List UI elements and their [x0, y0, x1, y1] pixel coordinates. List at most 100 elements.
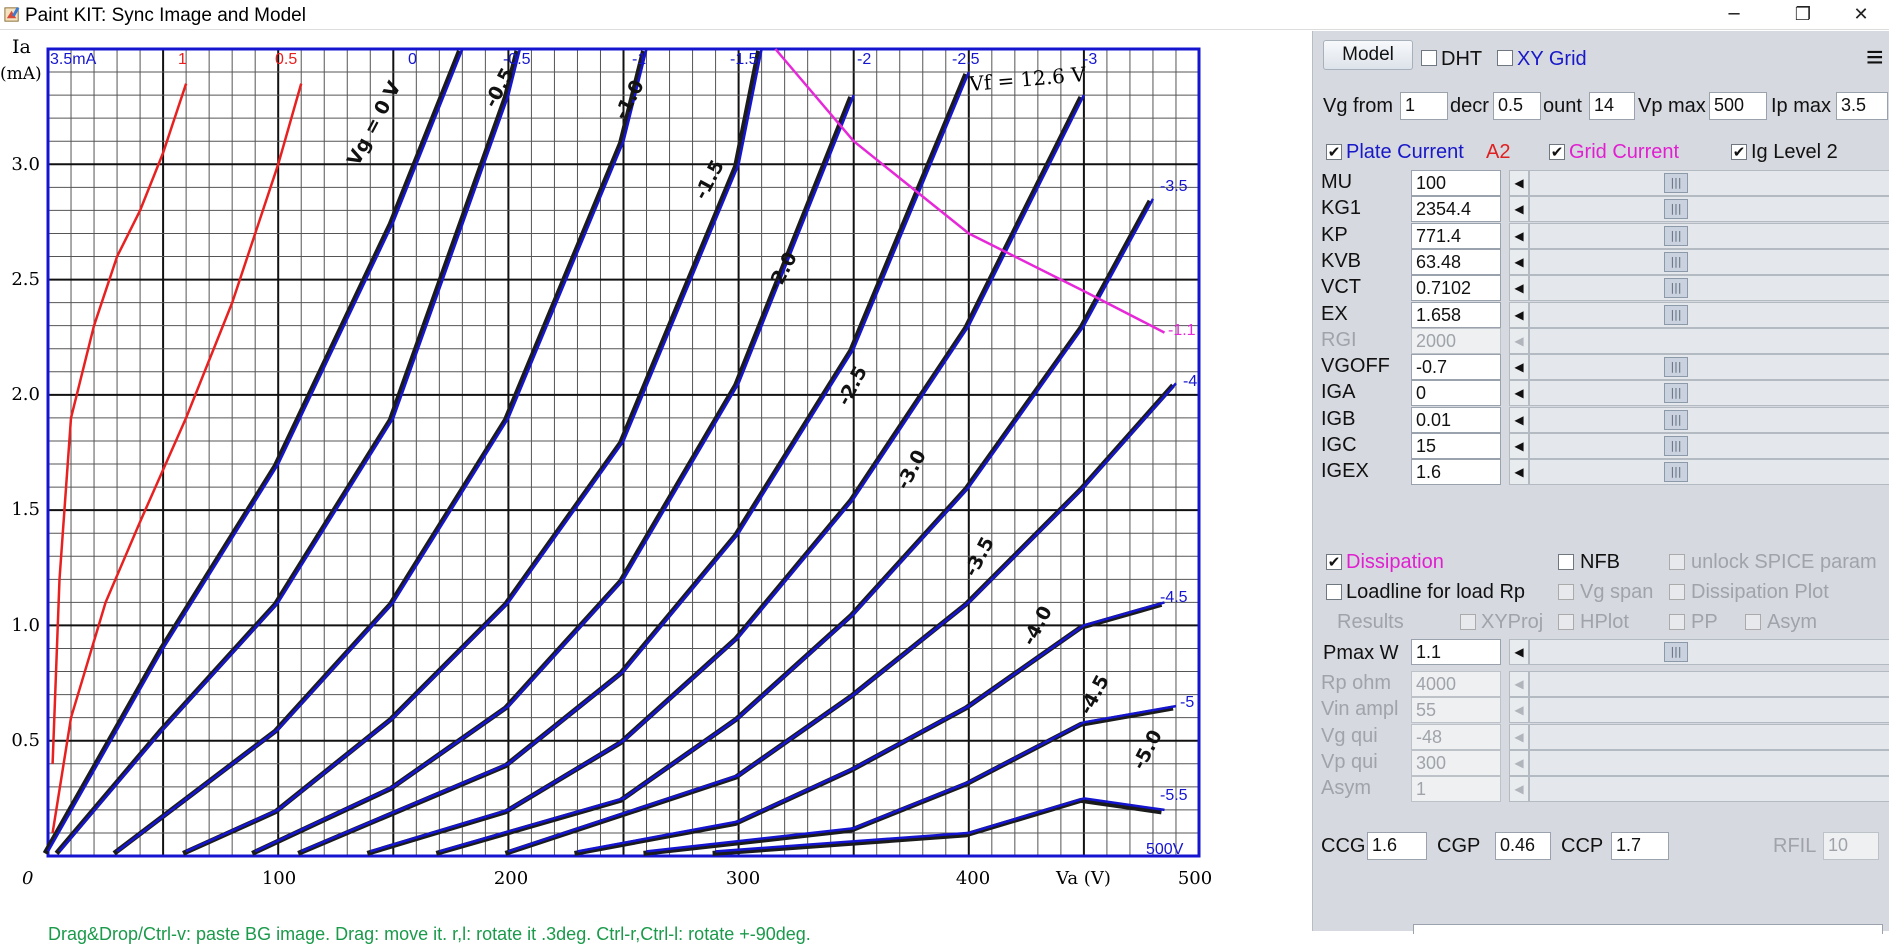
bottom-text-field[interactable] — [1413, 924, 1883, 934]
loadline-param-decrement-arrow[interactable]: ◀ — [1509, 750, 1529, 776]
param-decrement-arrow[interactable]: ◀ — [1509, 249, 1529, 275]
loadline-param-decrement-arrow[interactable]: ◀ — [1509, 776, 1529, 802]
top-curve-label: -3 — [1083, 51, 1097, 68]
param-slider-kvb[interactable]: ||| — [1529, 249, 1889, 275]
grid-current-checkbox[interactable]: ✔ — [1549, 143, 1565, 161]
loadline-param-slider[interactable] — [1529, 697, 1889, 723]
hplot-checkbox[interactable] — [1558, 614, 1574, 630]
pp-checkbox[interactable] — [1669, 614, 1685, 630]
loadline-param-slider[interactable] — [1529, 776, 1889, 802]
vg-span-checkbox[interactable] — [1558, 584, 1574, 600]
loadline-param-slider[interactable] — [1529, 671, 1889, 697]
plot-area[interactable]: Ia (mA) Va (V) 0 3.0 2.5 2.0 1.5 1.0 0.5… — [0, 31, 1312, 944]
dht-checkbox[interactable] — [1421, 50, 1437, 66]
param-decrement-arrow[interactable]: ◀ — [1509, 407, 1529, 433]
param-field-vgoff[interactable]: -0.7 — [1411, 354, 1501, 380]
param-field-mu[interactable]: 100 — [1411, 170, 1501, 196]
dissipation-plot-checkbox[interactable] — [1669, 584, 1685, 600]
loadline-param-decrement-arrow[interactable]: ◀ — [1509, 697, 1529, 723]
param-slider-vgoff[interactable]: ||| — [1529, 354, 1889, 380]
param-field-kvb[interactable]: 63.48 — [1411, 249, 1501, 275]
param-slider-thumb[interactable]: ||| — [1664, 305, 1688, 325]
loadline-param-field[interactable]: 55 — [1411, 697, 1501, 723]
pmax-field[interactable]: 1.1 — [1411, 639, 1501, 665]
param-field-igb[interactable]: 0.01 — [1411, 407, 1501, 433]
param-slider-mu[interactable]: ||| — [1529, 170, 1889, 196]
param-slider-thumb[interactable]: ||| — [1664, 278, 1688, 298]
param-decrement-arrow[interactable]: ◀ — [1509, 459, 1529, 485]
param-decrement-arrow[interactable]: ◀ — [1509, 275, 1529, 301]
nfb-checkbox[interactable] — [1558, 554, 1574, 570]
param-slider-thumb[interactable]: ||| — [1664, 383, 1688, 403]
model-control-panel: Model DHT XY Grid ≡ Vg from 1 decr 0.5 o… — [1312, 31, 1889, 934]
param-decrement-arrow[interactable]: ◀ — [1509, 380, 1529, 406]
decr-field[interactable]: 0.5 — [1493, 92, 1541, 120]
param-field-igc[interactable]: 15 — [1411, 433, 1501, 459]
unlock-spice-checkbox[interactable] — [1669, 554, 1685, 570]
vg-from-field[interactable]: 1 — [1400, 92, 1448, 120]
param-decrement-arrow[interactable]: ◀ — [1509, 433, 1529, 459]
param-field-iga[interactable]: 0 — [1411, 380, 1501, 406]
pmax-slider[interactable]: ||| — [1529, 639, 1889, 665]
param-slider-thumb[interactable]: ||| — [1664, 357, 1688, 377]
param-slider-thumb[interactable]: ||| — [1664, 410, 1688, 430]
param-slider-igex[interactable]: ||| — [1529, 459, 1889, 485]
ccp-field[interactable]: 1.7 — [1611, 832, 1669, 860]
ig-level-checkbox[interactable]: ✔ — [1731, 143, 1747, 161]
param-decrement-arrow[interactable]: ◀ — [1509, 170, 1529, 196]
loadline-param-field[interactable]: -48 — [1411, 724, 1501, 750]
param-slider-iga[interactable]: ||| — [1529, 380, 1889, 406]
loadline-param-slider[interactable] — [1529, 750, 1889, 776]
dissipation-checkbox[interactable]: ✔ — [1326, 553, 1342, 571]
param-slider-igb[interactable]: ||| — [1529, 407, 1889, 433]
plate-current-checkbox[interactable]: ✔ — [1326, 143, 1342, 161]
param-slider-thumb[interactable]: ||| — [1664, 199, 1688, 219]
loadline-param-decrement-arrow[interactable]: ◀ — [1509, 671, 1529, 697]
param-field-ex[interactable]: 1.658 — [1411, 302, 1501, 328]
xy-grid-checkbox[interactable] — [1497, 50, 1513, 66]
param-decrement-arrow[interactable]: ◀ — [1509, 302, 1529, 328]
param-slider-igc[interactable]: ||| — [1529, 433, 1889, 459]
param-decrement-arrow[interactable]: ◀ — [1509, 196, 1529, 222]
close-button[interactable]: ✕ — [1853, 4, 1869, 25]
ip-max-field[interactable]: 3.5 — [1836, 92, 1888, 120]
pmax-slider-thumb[interactable]: ||| — [1664, 642, 1688, 662]
loadline-param-slider[interactable] — [1529, 724, 1889, 750]
param-field-igex[interactable]: 1.6 — [1411, 459, 1501, 485]
param-slider-kp[interactable]: ||| — [1529, 223, 1889, 249]
restore-button[interactable]: ❐ — [1794, 4, 1812, 25]
menu-icon[interactable]: ≡ — [1866, 41, 1884, 74]
model-button[interactable]: Model — [1323, 40, 1413, 70]
xyproj-checkbox[interactable] — [1460, 614, 1476, 630]
ccg-field[interactable]: 1.6 — [1367, 832, 1427, 860]
param-slider-thumb[interactable]: ||| — [1664, 436, 1688, 456]
rfil-field[interactable]: 10 — [1823, 832, 1879, 860]
loadline-param-field[interactable]: 4000 — [1411, 671, 1501, 697]
param-slider-thumb[interactable]: ||| — [1664, 173, 1688, 193]
minimize-button[interactable]: ─ — [1728, 4, 1740, 25]
param-slider-ex[interactable]: ||| — [1529, 302, 1889, 328]
param-decrement-arrow[interactable]: ◀ — [1509, 328, 1529, 354]
count-field[interactable]: 14 — [1589, 92, 1635, 120]
param-decrement-arrow[interactable]: ◀ — [1509, 354, 1529, 380]
param-slider-thumb[interactable]: ||| — [1664, 462, 1688, 482]
param-slider-kg1[interactable]: ||| — [1529, 196, 1889, 222]
param-field-kp[interactable]: 771.4 — [1411, 223, 1501, 249]
param-slider-thumb[interactable]: ||| — [1664, 226, 1688, 246]
asym-checkbox[interactable] — [1745, 614, 1761, 630]
loadline-param-field[interactable]: 1 — [1411, 776, 1501, 802]
loadline-checkbox[interactable] — [1326, 584, 1342, 600]
param-slider-thumb[interactable]: ||| — [1664, 252, 1688, 272]
tube-curve-plot[interactable]: Ia (mA) Va (V) 0 3.0 2.5 2.0 1.5 1.0 0.5… — [0, 31, 1312, 931]
param-field-kg1[interactable]: 2354.4 — [1411, 196, 1501, 222]
loadline-param-decrement-arrow[interactable]: ◀ — [1509, 724, 1529, 750]
param-decrement-arrow[interactable]: ◀ — [1509, 223, 1529, 249]
param-field-rgi[interactable]: 2000 — [1411, 328, 1501, 354]
param-slider-vct[interactable]: ||| — [1529, 275, 1889, 301]
loadline-param-field[interactable]: 300 — [1411, 750, 1501, 776]
vp-max-field[interactable]: 500 — [1709, 92, 1767, 120]
pmax-decrement-arrow[interactable]: ◀ — [1509, 639, 1529, 665]
cgp-field[interactable]: 0.46 — [1495, 832, 1551, 860]
param-field-vct[interactable]: 0.7102 — [1411, 275, 1501, 301]
param-slider-rgi[interactable] — [1529, 328, 1889, 354]
